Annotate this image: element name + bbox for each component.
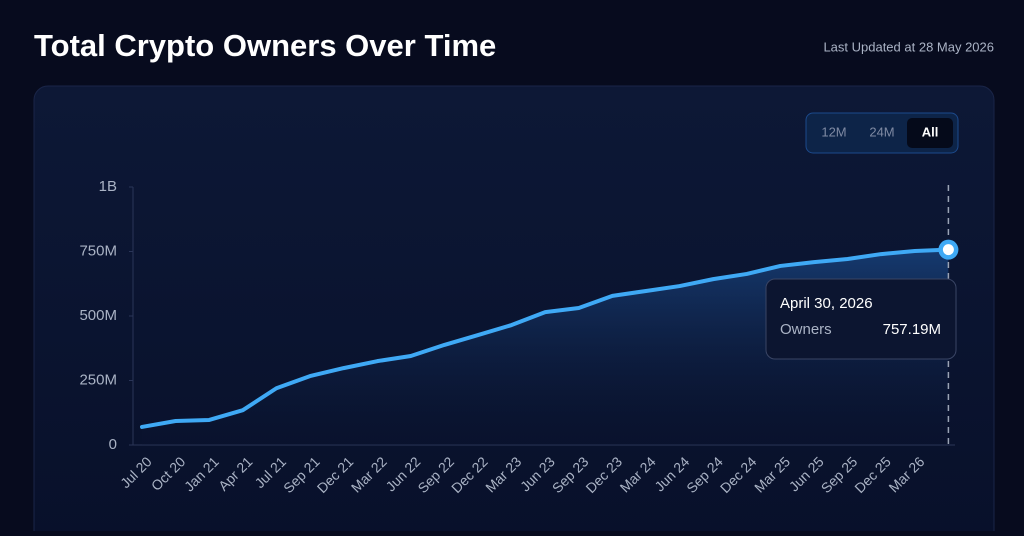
y-tick-label: 500M (79, 307, 117, 324)
area-fill (142, 249, 949, 445)
range-button[interactable]: 24M (869, 124, 894, 139)
line (140, 247, 951, 429)
range-button[interactable]: All (922, 124, 939, 139)
tooltip-date: April 30, 2026 (780, 295, 873, 312)
tooltip-value: 757.19M (883, 321, 941, 338)
hover-point-inner (942, 244, 954, 256)
tooltip (765, 278, 957, 360)
page-title: Total Crypto Owners Over Time (34, 28, 496, 63)
y-tick-label: 0 (109, 436, 117, 453)
range-button[interactable]: 12M (821, 124, 846, 139)
range-button-active[interactable] (907, 118, 953, 148)
y-tick-label: 250M (79, 371, 117, 388)
y-tick-label: 750M (79, 242, 117, 259)
y-tick-label: 1B (99, 178, 117, 195)
last-updated: Last Updated at 28 May 2026 (823, 39, 994, 54)
tooltip-series: Owners (780, 321, 832, 338)
